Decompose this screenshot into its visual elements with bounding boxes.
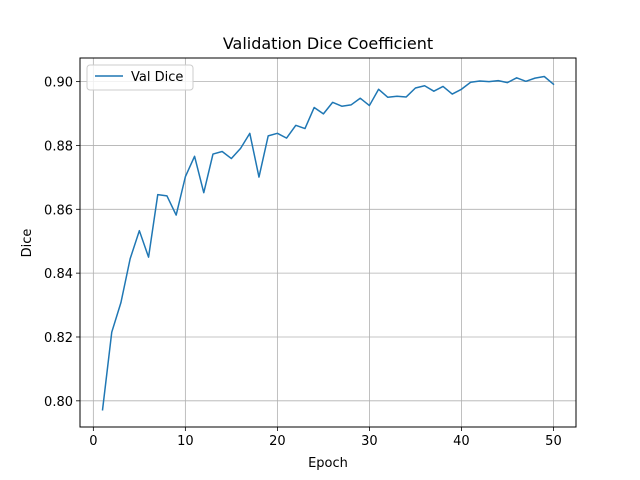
y-axis-title: Dice [20,229,35,258]
legend-label-val-dice: Val Dice [131,70,183,85]
y-tick-label: 0.90 [44,76,73,91]
legend-box [86,64,194,91]
x-tick-label: 0 [89,434,97,449]
plot-area-frame [79,57,577,428]
y-tick-label: 0.80 [44,395,73,410]
y-tick-label: 0.84 [44,267,73,282]
x-tick-label: 10 [177,434,194,449]
y-tick-label: 0.82 [44,331,73,346]
x-tick-label: 20 [269,434,286,449]
series-line-val-dice [101,75,555,411]
y-tick-label: 0.86 [44,203,73,218]
x-tick-label: 50 [545,434,562,449]
chart-title: Validation Dice Coefficient [223,34,433,53]
axis-ticks: 0 10 20 30 40 50 0.80 0.82 0.84 0.86 0.88 0.90 [44,76,562,449]
y-tick-label: 0.88 [44,139,73,154]
x-tick-label: 30 [361,434,378,449]
legend: Val Dice [86,64,194,91]
series-layer [101,75,555,411]
grid-lines [80,58,576,427]
x-axis-title: Epoch [308,456,348,471]
x-tick-label: 40 [453,434,470,449]
